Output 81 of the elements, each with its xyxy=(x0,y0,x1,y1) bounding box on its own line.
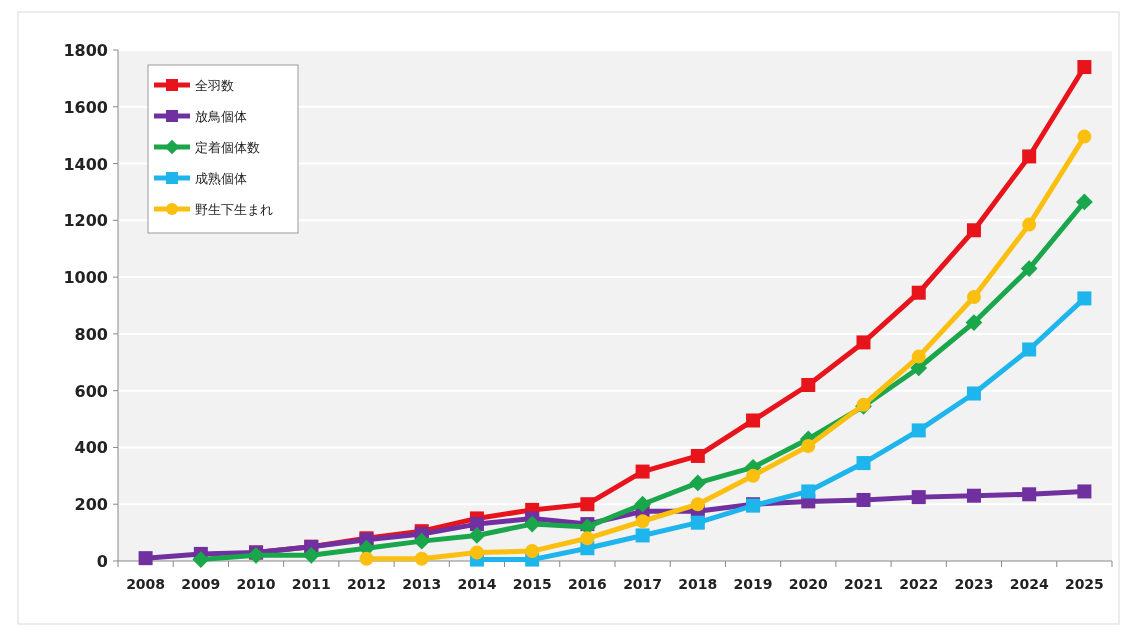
y-tick-label: 800 xyxy=(74,324,108,344)
x-tick-label: 2010 xyxy=(236,576,276,592)
y-tick-label: 1600 xyxy=(63,97,108,117)
point xyxy=(413,532,431,550)
point xyxy=(911,349,926,364)
x-tick-label: 2024 xyxy=(1009,576,1049,592)
legend-label: 成熟個体 xyxy=(195,171,247,186)
point xyxy=(414,551,429,566)
point xyxy=(911,285,926,300)
point xyxy=(468,527,486,544)
legend-label: 野生下生まれ xyxy=(195,202,273,217)
x-tick-label: 2020 xyxy=(788,576,829,592)
point xyxy=(469,545,484,560)
point xyxy=(580,531,595,546)
point xyxy=(911,490,926,505)
point xyxy=(911,423,926,438)
x-tick-label: 2019 xyxy=(733,576,773,592)
point xyxy=(1077,129,1092,144)
x-tick-label: 2023 xyxy=(954,576,994,592)
x-tick-label: 2021 xyxy=(844,576,883,592)
x-tick-label: 2022 xyxy=(899,576,939,592)
point xyxy=(1077,484,1092,499)
point xyxy=(247,546,265,564)
y-tick-label: 400 xyxy=(74,438,108,458)
point xyxy=(138,551,153,566)
point xyxy=(965,314,983,331)
point xyxy=(192,551,210,568)
x-tick-label: 2017 xyxy=(623,576,663,592)
y-tick-label: 1800 xyxy=(63,41,108,60)
x-tick-label: 2008 xyxy=(126,576,166,592)
point xyxy=(690,448,705,463)
point xyxy=(966,223,981,238)
point xyxy=(580,497,595,512)
x-tick-label: 2011 xyxy=(291,576,331,592)
point xyxy=(690,497,705,512)
point xyxy=(1022,342,1037,357)
point xyxy=(634,495,652,513)
x-tick-label: 2018 xyxy=(678,576,718,592)
point xyxy=(689,474,707,492)
point xyxy=(801,377,816,392)
point xyxy=(469,517,484,532)
legend-label: 全羽数 xyxy=(195,78,234,93)
legend-label: 放鳥個体 xyxy=(195,109,247,124)
y-tick-label: 1400 xyxy=(63,154,108,174)
point xyxy=(1077,291,1092,306)
point xyxy=(746,468,761,483)
point xyxy=(801,439,816,454)
y-tick-label: 600 xyxy=(74,381,108,401)
x-tick-label: 2016 xyxy=(567,576,607,592)
x-tick-label: 2015 xyxy=(512,576,552,592)
point xyxy=(635,528,650,543)
point xyxy=(1022,487,1037,502)
point xyxy=(856,456,871,471)
point xyxy=(1020,260,1038,277)
point xyxy=(856,335,871,350)
point xyxy=(525,544,540,559)
point xyxy=(523,515,541,533)
y-tick-label: 1000 xyxy=(63,268,108,288)
point xyxy=(801,484,816,499)
point xyxy=(635,464,650,479)
x-tick-label: 2009 xyxy=(181,576,221,592)
x-tick-label: 2013 xyxy=(402,576,442,592)
x-tick-label: 2025 xyxy=(1064,576,1104,592)
point xyxy=(746,413,761,428)
point xyxy=(856,492,871,507)
y-tick-label: 200 xyxy=(74,495,108,515)
point xyxy=(966,386,981,401)
point xyxy=(966,488,981,503)
legend-label: 定着個体数 xyxy=(195,140,260,155)
point xyxy=(359,551,374,566)
x-tick-label: 2014 xyxy=(457,576,497,592)
x-tick-label: 2012 xyxy=(347,576,386,592)
y-tick-label: 0 xyxy=(96,552,108,571)
point xyxy=(966,289,981,304)
point xyxy=(635,514,650,529)
point xyxy=(1075,193,1093,211)
point xyxy=(690,515,705,530)
point xyxy=(1022,149,1037,164)
point xyxy=(1022,217,1037,232)
point xyxy=(1077,60,1092,75)
y-tick-label: 1200 xyxy=(63,211,108,231)
